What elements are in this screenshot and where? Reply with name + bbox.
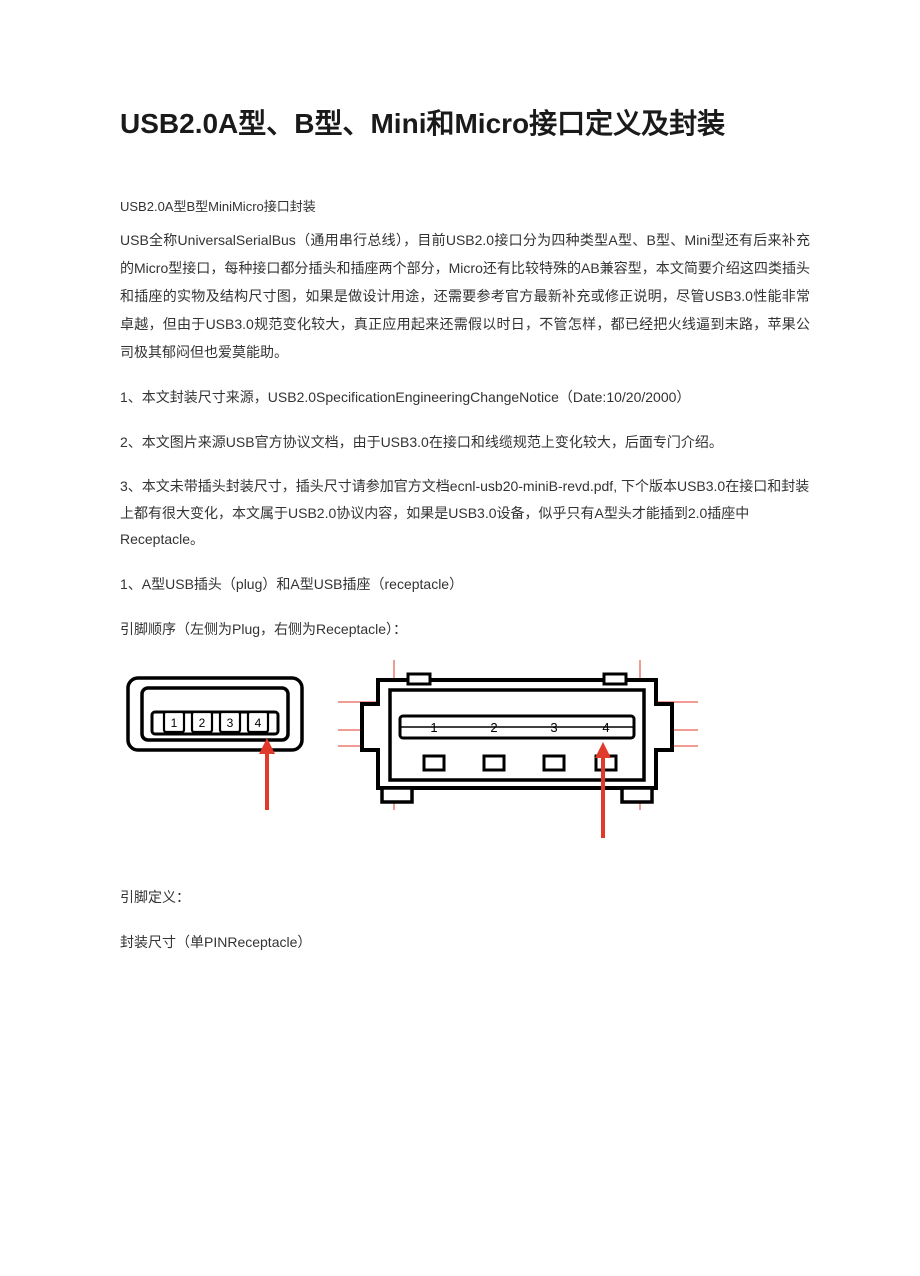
- plug-svg: 1 2 3 4: [120, 660, 310, 780]
- document-page: USB2.0A型、B型、Mini和Micro接口定义及封装 USB2.0A型B型…: [0, 0, 920, 1025]
- section-1-title: 1、A型USB插头（plug）和A型USB插座（receptacle）: [120, 571, 810, 598]
- recept-pin-3: 3: [550, 720, 557, 735]
- usb-a-receptacle-diagram: 1 2 3 4: [338, 660, 698, 850]
- recept-pin-2: 2: [490, 720, 497, 735]
- list-item-3: 3、本文未带插头封装尺寸，插头尺寸请参加官方文档ecnl-usb20-miniB…: [120, 473, 810, 553]
- plug-pin-3: 3: [227, 716, 234, 730]
- recept-pin-1: 1: [430, 720, 437, 735]
- plug-pin-1: 1: [171, 716, 178, 730]
- receptacle-arrow-icon: [598, 742, 608, 842]
- package-dimension-label: 封装尺寸（单PINReceptacle）: [120, 929, 810, 956]
- page-title: USB2.0A型、B型、Mini和Micro接口定义及封装: [120, 90, 810, 157]
- list-item-1: 1、本文封装尺寸来源，USB2.0SpecificationEngineerin…: [120, 384, 810, 411]
- receptacle-svg: 1 2 3 4: [338, 660, 698, 810]
- subheading: USB2.0A型B型MiniMicro接口封装: [120, 197, 810, 218]
- pin-definition-label: 引脚定义：: [120, 884, 810, 911]
- plug-arrow-icon: [262, 738, 272, 816]
- pin-order-label: 引脚顺序（左侧为Plug，右侧为Receptacle）：: [120, 616, 810, 643]
- recept-pin-4: 4: [602, 720, 609, 735]
- diagram-row: 1 2 3 4: [120, 660, 810, 850]
- plug-pin-2: 2: [199, 716, 206, 730]
- plug-pin-4: 4: [255, 716, 262, 730]
- usb-a-plug-diagram: 1 2 3 4: [120, 660, 310, 830]
- list-item-2: 2、本文图片来源USB官方协议文档，由于USB3.0在接口和线缆规范上变化较大，…: [120, 429, 810, 456]
- intro-paragraph: USB全称UniversalSerialBus（通用串行总线），目前USB2.0…: [120, 226, 810, 366]
